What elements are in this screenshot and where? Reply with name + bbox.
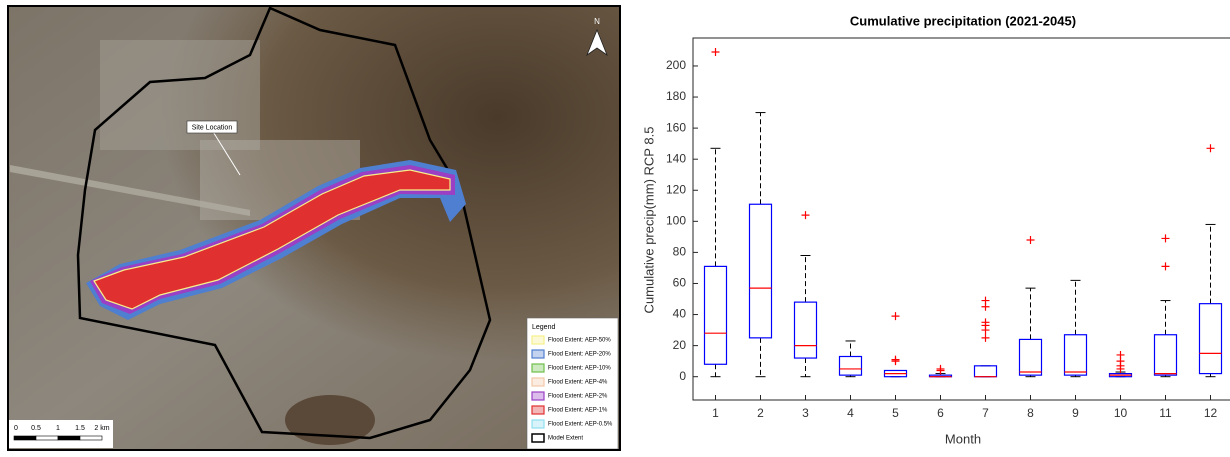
scale-segment <box>35 435 59 441</box>
scale-segment <box>13 435 37 441</box>
plot-area <box>692 37 1230 401</box>
legend-swatch <box>531 377 545 387</box>
x-axis-label: Month <box>945 431 981 446</box>
x-tick-label: 8 <box>1027 406 1034 420</box>
y-tick-label: 120 <box>666 182 686 196</box>
outlier <box>891 355 900 364</box>
legend-swatch <box>531 335 545 345</box>
scale-segment <box>57 435 81 441</box>
legend-swatch <box>531 405 545 415</box>
x-tick-label: 2 <box>757 406 764 420</box>
legend: Legend Flood Extent: AEP-50% Flood Extent… <box>526 317 619 450</box>
box <box>1018 338 1043 376</box>
y-tick-label: 100 <box>666 214 686 228</box>
urban-area <box>100 40 260 150</box>
hill <box>285 395 375 445</box>
outlier <box>981 318 990 327</box>
outlier <box>1206 144 1215 153</box>
x-tick-label: 11 <box>1159 406 1172 420</box>
scale-label: 1 <box>56 425 60 432</box>
legend-label: Flood Extent: AEP-0.5% <box>548 422 613 428</box>
y-tick-label: 20 <box>673 338 687 352</box>
x-tick-label: 5 <box>892 406 899 420</box>
outlier <box>801 211 810 220</box>
legend-label: Flood Extent: AEP-2% <box>548 394 608 400</box>
x-tick-label: 9 <box>1072 406 1079 420</box>
outlier <box>936 364 945 373</box>
box <box>1153 334 1178 376</box>
legend-label: Flood Extent: AEP-1% <box>548 408 608 414</box>
runway <box>10 165 250 216</box>
y-tick-label: 80 <box>673 245 687 259</box>
model-extent <box>76 6 492 440</box>
north-arrow <box>586 28 608 57</box>
legend-title: Legend <box>532 324 555 331</box>
legend-swatch <box>531 349 545 359</box>
scale-bar-background <box>9 420 113 448</box>
chart-title: Cumulative precipitation (2021-2045) <box>850 13 1076 28</box>
y-tick-label: 180 <box>666 89 686 103</box>
legend-swatch <box>531 363 545 373</box>
legend-label: Model Extent <box>548 436 583 442</box>
outlier <box>711 47 720 56</box>
outlier <box>981 333 990 342</box>
legend-label: Flood Extent: AEP-50% <box>548 338 611 344</box>
y-tick-label: 0 <box>679 369 686 383</box>
outlier <box>1026 235 1035 244</box>
box <box>1063 334 1088 376</box>
box <box>748 203 773 339</box>
legend-label: Flood Extent: AEP-4% <box>548 380 608 386</box>
box <box>838 355 863 376</box>
legend-swatch <box>531 433 545 443</box>
legend-swatch <box>531 419 545 429</box>
legend-label: Flood Extent: AEP-10% <box>548 366 611 372</box>
y-tick-label: 200 <box>666 58 686 72</box>
map: Site Location N Legend Flood Extent: AEP… <box>8 6 620 450</box>
x-tick-label: 3 <box>802 406 809 420</box>
outlier <box>1116 350 1125 359</box>
outlier <box>981 296 990 305</box>
legend-label: Flood Extent: AEP-20% <box>548 352 611 358</box>
scale-label: 0 <box>14 425 18 432</box>
outlier <box>1161 234 1170 243</box>
scale-label: 1.5 <box>75 425 85 432</box>
north-label: N <box>594 17 600 26</box>
y-tick-label: 160 <box>666 120 686 134</box>
legend-swatch <box>531 391 545 401</box>
scale-bar: 0 0.5 1 1.5 2 km <box>9 420 113 448</box>
outlier <box>1161 262 1170 271</box>
legend-box <box>526 317 619 450</box>
x-tick-label: 6 <box>937 406 944 420</box>
box <box>793 301 818 359</box>
x-tick-label: 10 <box>1114 406 1128 420</box>
box <box>703 265 728 365</box>
x-tick-label: 7 <box>982 406 989 420</box>
y-tick-label: 140 <box>666 151 686 165</box>
y-axis-label: Cumulative precip(mm) RCP 8.5 <box>641 127 656 314</box>
flood-aep-1 <box>93 169 451 310</box>
scale-segment <box>79 435 103 441</box>
site-pointer <box>211 129 241 176</box>
box <box>1198 303 1223 375</box>
x-tick-label: 1 <box>712 406 719 420</box>
outlier <box>891 312 900 321</box>
x-tick-label: 4 <box>847 406 854 420</box>
map-frame <box>7 5 621 451</box>
scale-label: 2 km <box>94 425 109 432</box>
site-label-box <box>186 120 238 134</box>
x-tick-label: 12 <box>1204 406 1218 420</box>
site-label: Site Location <box>192 124 233 131</box>
y-tick-label: 40 <box>673 307 687 321</box>
box-plot: Cumulative precipitation (2021-2045) Cum… <box>641 13 1230 446</box>
scale-label: 0.5 <box>31 425 41 432</box>
y-tick-label: 60 <box>673 276 687 290</box>
